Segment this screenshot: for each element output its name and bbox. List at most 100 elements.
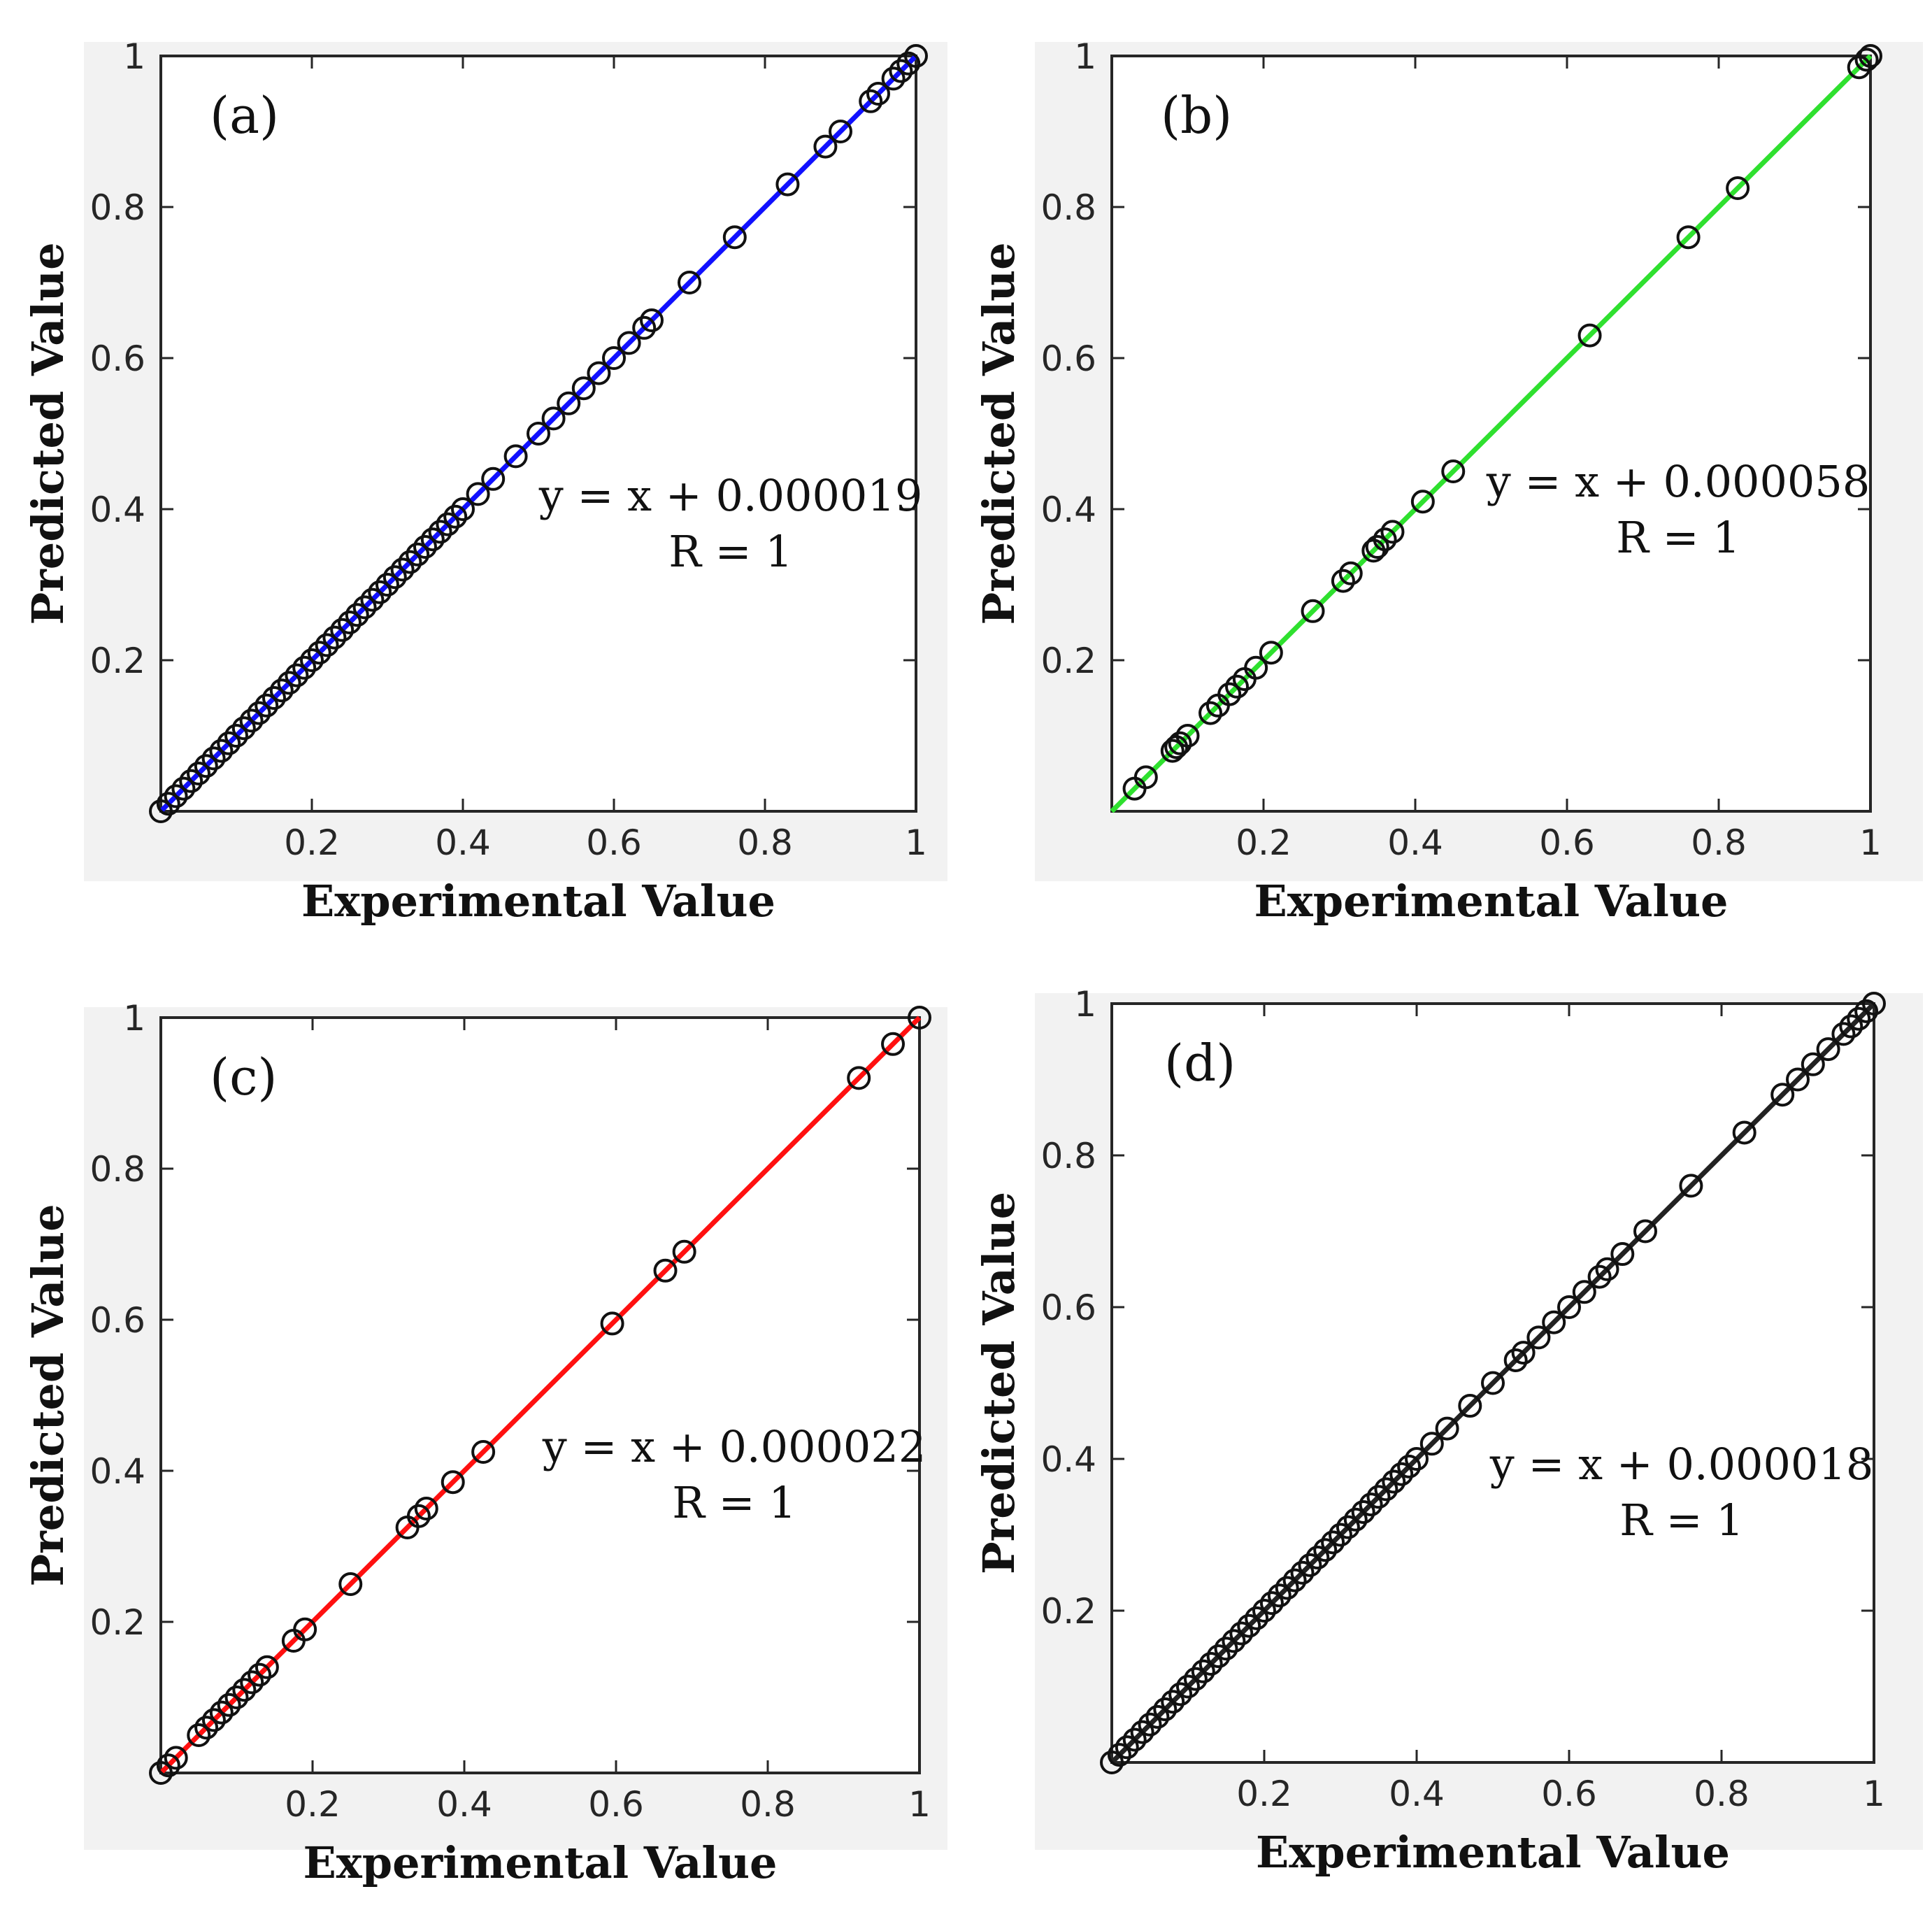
panel-c-data-point bbox=[156, 1753, 180, 1778]
panel-c-y-tick-label: 0.4 bbox=[90, 1451, 145, 1492]
panel-b-data-point bbox=[1410, 490, 1435, 514]
panel-d-x-tick-label: 0.8 bbox=[1694, 1774, 1749, 1814]
panel-c-data-point bbox=[201, 1708, 226, 1732]
panel-d-data-point bbox=[1587, 1264, 1612, 1289]
panel-a-data-point bbox=[503, 444, 528, 469]
panel-b-data-point bbox=[1331, 569, 1355, 593]
panel-d-data-point bbox=[1862, 992, 1886, 1016]
panel-b-y-tick-label: 1 bbox=[1074, 36, 1096, 77]
panel-b-correlation: R = 1 bbox=[1616, 512, 1740, 563]
panel-c-data-point bbox=[209, 1700, 234, 1725]
panel-c-data-point bbox=[600, 1311, 624, 1336]
panel-a-y-axis-label: Predicted Value bbox=[22, 242, 73, 625]
panel-d-fit-equation: y = x + 0.000018 bbox=[1489, 1439, 1874, 1490]
panel-a-fit-line bbox=[159, 54, 918, 813]
panel-d-y-tick-label: 0.6 bbox=[1040, 1288, 1096, 1328]
panel-a-data-point bbox=[527, 422, 550, 446]
panel-a-data-point bbox=[866, 82, 890, 106]
panel-b-data-point bbox=[1441, 459, 1466, 483]
panel-c-x-axis-label: Experimental Value bbox=[303, 1837, 778, 1888]
panel-b-data-point bbox=[1577, 323, 1602, 348]
panel-d-data-point bbox=[1732, 1120, 1756, 1145]
panel-a-y-tick-label: 0.4 bbox=[90, 490, 145, 530]
panel-a-data-point bbox=[179, 769, 203, 793]
panel-d-correlation: R = 1 bbox=[1619, 1495, 1744, 1546]
panel-c-data-point bbox=[293, 1617, 317, 1641]
panel-a-data-point bbox=[881, 66, 906, 91]
panel-b-fit-line bbox=[1110, 54, 1873, 813]
panel-d-data-point bbox=[1343, 1507, 1368, 1532]
panel-a-data-point bbox=[813, 134, 838, 159]
panel-d-data-point bbox=[1176, 1674, 1200, 1699]
panel-d-y-axis-label: Predicted Value bbox=[973, 1192, 1024, 1574]
panel-c-y-axis-label: Predicted Value bbox=[22, 1204, 73, 1586]
panel-a-data-point bbox=[345, 603, 369, 627]
panel-a-data-point bbox=[231, 716, 256, 741]
panel-d-data-point bbox=[1329, 1523, 1352, 1547]
panel-d: 0.2 0.4 0.6 0.8 1 0.2 0.4 0.6 0.8 1 Experimental V… bbox=[973, 984, 1923, 1878]
panel-d-data-point bbox=[1816, 1037, 1840, 1062]
panel-d-data-point bbox=[1633, 1219, 1657, 1244]
panel-a-data-point bbox=[322, 625, 347, 650]
panel-a-data-point bbox=[194, 754, 218, 778]
panel-d-x-tick-label: 0.2 bbox=[1236, 1774, 1292, 1814]
panel-d-y-tick-label: 1 bbox=[1074, 984, 1096, 1025]
panel-d-fit-line bbox=[1110, 1002, 1876, 1765]
panel-a-label: (a) bbox=[210, 86, 279, 145]
panel-c-data-point bbox=[441, 1470, 465, 1495]
panel-d-data-point bbox=[1359, 1492, 1383, 1517]
panel-c-fit-equation: y = x + 0.000022 bbox=[542, 1421, 926, 1472]
panel-a-data-point bbox=[255, 693, 279, 718]
panel-b-x-tick-label: 0.2 bbox=[1236, 822, 1291, 863]
panel-c: 0.2 0.4 0.6 0.8 1 0.2 0.4 0.6 0.8 1 Experimental V… bbox=[22, 998, 947, 1888]
panel-b-y-tick-label: 0.8 bbox=[1040, 187, 1096, 228]
panel-a-fit-equation: y = x + 0.000019 bbox=[538, 470, 923, 521]
panel-d-data-point bbox=[1321, 1530, 1345, 1555]
panel-a-data-point bbox=[209, 739, 234, 763]
panel-b-data-point bbox=[1168, 731, 1192, 755]
panel-a-data-point bbox=[156, 792, 180, 816]
panel-d-y-tick-label: 0.8 bbox=[1040, 1136, 1096, 1176]
panel-a-data-point bbox=[292, 655, 317, 680]
panel-d-data-point bbox=[1100, 1751, 1124, 1774]
panel-a-data-point bbox=[571, 376, 596, 401]
panel-d-data-point bbox=[1206, 1644, 1231, 1669]
panel-d-data-point bbox=[1259, 1591, 1284, 1616]
panel-b-y-tick-label: 0.4 bbox=[1040, 490, 1096, 530]
panel-a-data-point bbox=[330, 618, 355, 642]
panel-b-data-point bbox=[1365, 535, 1389, 559]
panel-b-y-tick-label: 0.2 bbox=[1040, 641, 1096, 681]
panel-c-y-tick-label: 0.6 bbox=[90, 1300, 145, 1341]
panel-b-x-axis-label: Experimental Value bbox=[1254, 876, 1729, 927]
panel-a-data-point bbox=[300, 648, 324, 672]
panel-b-data-point bbox=[1244, 655, 1268, 680]
panel-d-data-point bbox=[1847, 1006, 1871, 1031]
panel-d-data-point bbox=[1481, 1371, 1505, 1395]
panel-a-data-point bbox=[451, 497, 475, 521]
panel-d-data-point bbox=[1229, 1621, 1254, 1646]
panel-b-data-point bbox=[1854, 48, 1879, 72]
panel-b-data-point bbox=[1175, 724, 1200, 748]
panel-a-y-tick-label: 0.8 bbox=[90, 187, 145, 228]
panel-b-x-tick-label: 0.8 bbox=[1691, 822, 1747, 863]
panel-d-data-point bbox=[1245, 1606, 1269, 1630]
panel-d-data-point bbox=[1458, 1394, 1482, 1418]
panel-c-data-point bbox=[414, 1497, 438, 1520]
panel-d-x-tick-label: 0.4 bbox=[1389, 1774, 1445, 1814]
panel-d-label: (d) bbox=[1164, 1034, 1236, 1092]
panel-d-data-point bbox=[1252, 1599, 1276, 1623]
panel-a-data-point bbox=[239, 708, 264, 733]
panel-c-x-tick-label: 0.8 bbox=[740, 1784, 796, 1825]
panel-a-data-point bbox=[360, 587, 385, 612]
panel-a-data-point bbox=[587, 361, 611, 385]
panel-d-data-point bbox=[1770, 1083, 1795, 1107]
panel-b-fit-equation: y = x + 0.000058 bbox=[1486, 456, 1870, 507]
panel-a-y-tick-label: 1 bbox=[123, 36, 145, 77]
panel-c-data-point bbox=[149, 1761, 173, 1785]
panel-b-x-tick-label: 0.4 bbox=[1387, 822, 1443, 863]
panel-a-data-point bbox=[904, 44, 928, 68]
panel-a: 0.2 0.4 0.6 0.8 1 0.2 0.4 0.6 0.8 1 Experimental V… bbox=[22, 36, 947, 927]
panel-a-data-point bbox=[247, 701, 271, 725]
panel-c-correlation: R = 1 bbox=[672, 1477, 796, 1528]
panel-a-x-tick-label: 0.6 bbox=[586, 822, 642, 863]
